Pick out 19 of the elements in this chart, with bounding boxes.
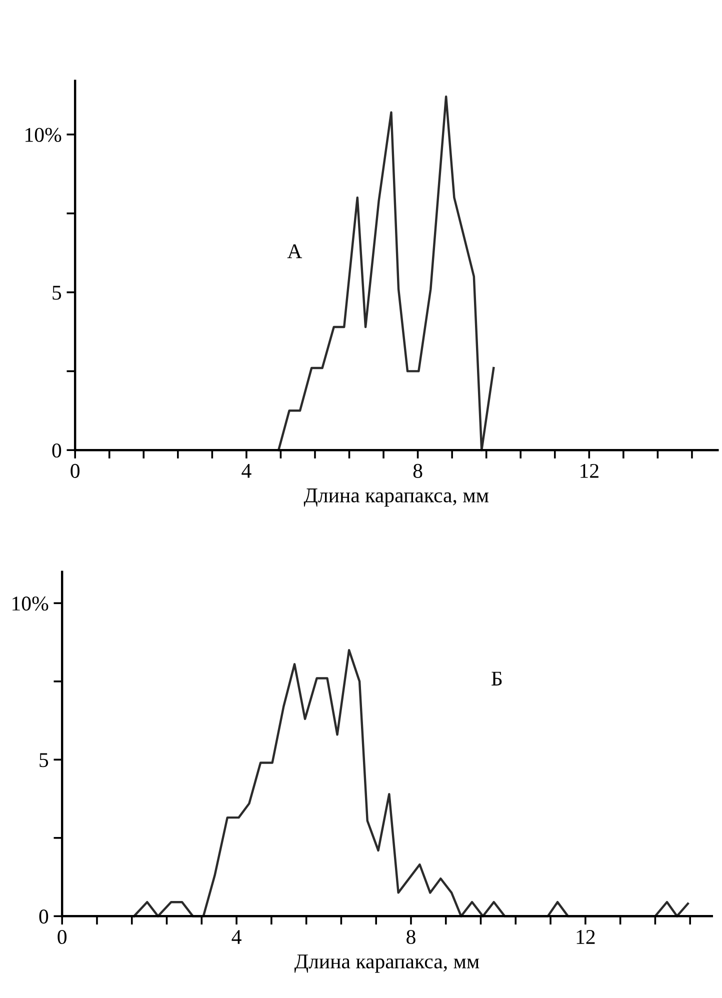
x-tick-label: 8	[413, 464, 422, 478]
line-series	[132, 648, 690, 918]
x-tick-label: 12	[580, 464, 598, 478]
x-tick-label: 8	[406, 930, 416, 944]
y-tick-label: 0	[52, 443, 62, 458]
y-tick-label: 0	[39, 910, 48, 924]
annotation: А	[287, 244, 302, 258]
y-tick-label: 5	[40, 753, 48, 768]
x-tick-label: 4	[232, 930, 242, 944]
y-tick-label: 10%	[12, 596, 48, 611]
y-tick-label: 5	[52, 286, 62, 300]
y-tick-label: 10%	[26, 128, 62, 142]
x-axis-title: Длина карапакса, мм	[294, 954, 480, 973]
x-tick-label: 12	[576, 930, 595, 944]
x-tick-label: 0	[70, 464, 80, 478]
line-series	[277, 96, 495, 452]
x-axis-title: Длина карапакса, мм	[304, 488, 489, 507]
x-tick-label: 4	[242, 464, 252, 478]
annotation: Б	[492, 672, 502, 686]
